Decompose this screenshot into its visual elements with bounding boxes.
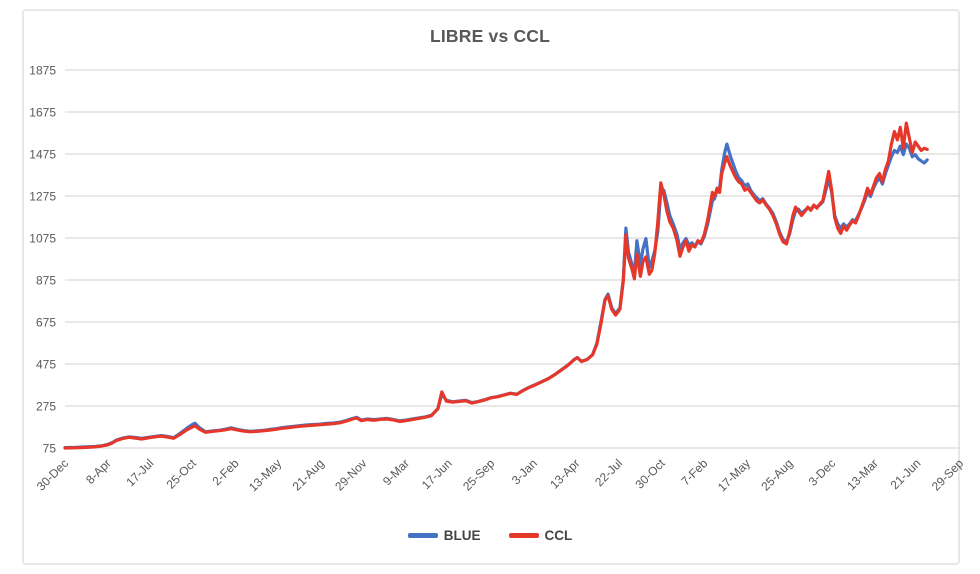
x-axis-tick-label: 7-Feb — [678, 456, 710, 488]
x-axis-tick-label: 25-Sep — [460, 456, 497, 493]
x-axis-tick-label: 30-Dec — [34, 456, 71, 493]
series-line-blue — [63, 142, 929, 450]
y-axis-tick-label: 1475 — [29, 148, 56, 162]
x-axis-tick-label: 3-Jan — [509, 456, 540, 487]
ccl-line-swatch-icon — [508, 533, 539, 538]
y-axis-tick-label: 1675 — [29, 106, 56, 120]
y-axis-tick-label: 875 — [36, 274, 56, 288]
x-axis-tick-label: 25-Aug — [758, 456, 795, 493]
x-axis-tick-label: 13-May — [246, 456, 284, 494]
x-axis-tick-label: 9-Mar — [380, 456, 412, 488]
chart-frame — [22, 9, 960, 565]
x-axis-tick-label: 21-Jun — [888, 456, 924, 492]
x-axis-tick-label: 17-Jul — [123, 456, 156, 489]
x-axis-tick-label: 30-Oct — [632, 456, 668, 492]
x-axis-tick-label: 3-Dec — [806, 456, 839, 489]
x-axis-tick-label: 29-Nov — [332, 456, 369, 493]
x-axis-tick-label: 25-Oct — [164, 456, 200, 492]
legend-item-blue: BLUE — [407, 528, 481, 543]
y-axis-tick-label: 1075 — [29, 232, 56, 246]
x-axis-tick-label: 13-Apr — [547, 456, 582, 491]
y-axis-tick-label: 1275 — [29, 190, 56, 204]
chart-title: LIBRE vs CCL — [429, 26, 551, 46]
x-axis-tick-label: 2-Feb — [210, 456, 242, 488]
x-axis-tick-label: 17-Jun — [419, 456, 455, 492]
x-axis-tick-label: 29-Sep — [929, 456, 966, 493]
y-axis-tick-label: 1875 — [29, 64, 56, 78]
x-axis-tick-label: 22-Jul — [592, 456, 625, 489]
y-axis-tick-label: 475 — [36, 358, 56, 372]
x-axis-tick-label: 13-Mar — [844, 456, 881, 493]
x-axis-tick-label: 17-May — [715, 456, 753, 494]
x-axis-tick-label: 21-Aug — [290, 456, 327, 493]
legend-label-blue: BLUE — [443, 528, 481, 543]
chart-legend: BLUE CCL — [0, 528, 980, 543]
y-axis-tick-label: 675 — [36, 316, 56, 330]
x-axis-tick-label: 8-Apr — [83, 456, 114, 487]
series-line-ccl — [63, 121, 929, 450]
legend-item-ccl: CCL — [508, 528, 573, 543]
legend-label-ccl: CCL — [544, 528, 573, 543]
y-axis-tick-label: 275 — [36, 400, 56, 414]
y-axis-tick-label: 75 — [43, 442, 57, 456]
blue-line-swatch-icon — [407, 533, 438, 538]
